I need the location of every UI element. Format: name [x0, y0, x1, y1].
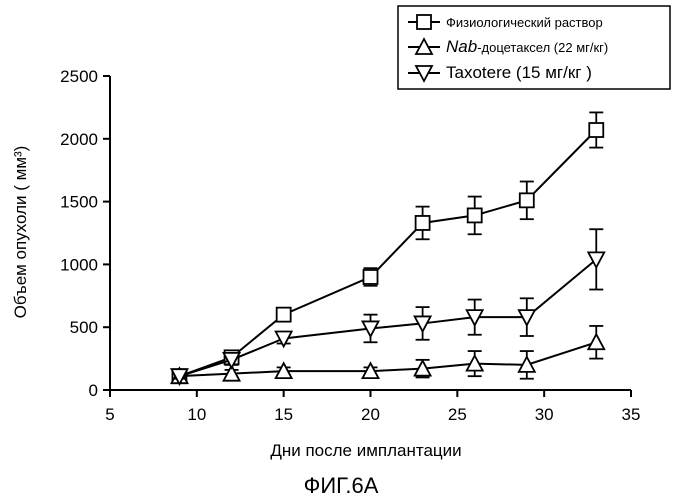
data-point: [468, 208, 482, 222]
series-line: [179, 259, 596, 376]
legend-label: Nab-доцетаксел (22 мг/кг): [446, 37, 608, 56]
x-tick-label: 20: [361, 405, 380, 424]
legend-marker: [417, 15, 431, 29]
x-axis-ticks: 5 10 15 20 25 30 35: [105, 390, 640, 424]
data-point: [277, 308, 291, 322]
x-axis-title: Дни после имплантации: [270, 441, 461, 460]
x-tick-label: 5: [105, 405, 114, 424]
y-tick-label: 1000: [60, 255, 98, 274]
series-line: [179, 130, 596, 376]
x-tick-label: 25: [448, 405, 467, 424]
x-tick-label: 10: [187, 405, 206, 424]
legend-label: Taxotere (15 мг/кг ): [446, 63, 592, 82]
data-point: [364, 270, 378, 284]
series-layer: [171, 112, 604, 384]
y-tick-label: 2500: [60, 67, 98, 86]
y-tick-label: 2000: [60, 130, 98, 149]
y-tick-label: 0: [89, 381, 98, 400]
series-square: [172, 112, 603, 383]
legend-label: Физиологический раствор: [446, 15, 603, 30]
x-tick-label: 30: [535, 405, 554, 424]
x-tick-label: 15: [274, 405, 293, 424]
y-axis-ticks: 0 500 1000 1500 2000 2500: [60, 67, 110, 400]
x-tick-label: 35: [622, 405, 641, 424]
data-point: [588, 334, 604, 349]
data-point: [589, 123, 603, 137]
data-point: [416, 216, 430, 230]
y-tick-label: 500: [70, 318, 98, 337]
legend: Физиологический раствор Nab-доцетаксел (2…: [398, 6, 670, 89]
y-axis-title: Объем опухоли ( мм³): [11, 146, 30, 319]
figure-caption: ФИГ.6А: [304, 473, 379, 498]
y-tick-label: 1500: [60, 193, 98, 212]
data-point: [520, 193, 534, 207]
